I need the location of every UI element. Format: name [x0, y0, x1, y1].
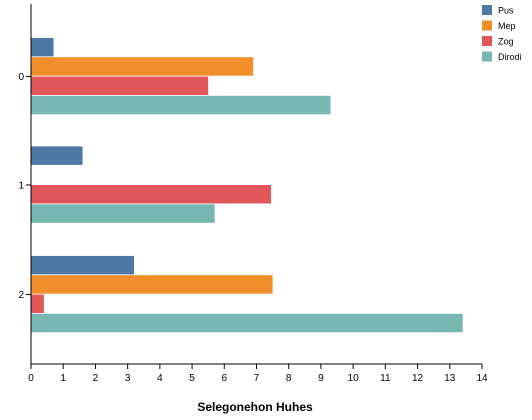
x-tick-label: 1 — [60, 373, 66, 384]
bar-dirodi-1 — [31, 204, 215, 223]
x-tick-label: 7 — [254, 373, 260, 384]
legend-label-zog: Zog — [498, 37, 514, 47]
bar-zog-0 — [31, 76, 209, 95]
legend-swatch-mep — [482, 20, 492, 31]
y-ticks: 0 1 2 — [18, 72, 31, 301]
y-tick-label: 2 — [18, 290, 24, 301]
x-tick-label: 0 — [28, 373, 34, 384]
legend-label-mep: Mep — [498, 21, 516, 31]
y-tick-label: 0 — [18, 72, 24, 83]
x-tick-label: 8 — [286, 373, 292, 384]
x-tick-label: 14 — [476, 373, 488, 384]
legend-label-dirodi: Dirodi — [498, 52, 522, 62]
x-tick-label: 13 — [444, 373, 456, 384]
bar-pus-0 — [31, 37, 54, 57]
x-tick-label: 9 — [318, 373, 324, 384]
legend-swatch-zog — [482, 36, 492, 46]
bar-dirodi-0 — [31, 95, 331, 115]
x-axis-label: Selegonehon Huhes — [197, 400, 313, 414]
legend: Pus Mep Zog Dirodi — [482, 5, 522, 62]
x-tick-label: 12 — [412, 373, 424, 384]
bar-zog-2 — [31, 294, 44, 313]
legend-label-pus: Pus — [498, 6, 514, 16]
bar-dirodi-2 — [31, 313, 463, 333]
x-ticks: 0 1 2 3 4 5 6 7 8 9 10 11 12 13 14 — [28, 364, 488, 384]
x-tick-label: 4 — [157, 373, 163, 384]
y-tick-label: 1 — [18, 181, 24, 192]
bar-zog-1 — [31, 185, 271, 204]
bars-layer — [31, 37, 463, 333]
x-tick-label: 6 — [222, 373, 228, 384]
bar-pus-2 — [31, 255, 135, 275]
bar-mep-0 — [31, 57, 254, 76]
x-tick-label: 5 — [189, 373, 195, 384]
x-tick-label: 11 — [380, 373, 391, 384]
x-tick-label: 10 — [348, 373, 360, 384]
x-tick-label: 2 — [93, 373, 99, 384]
legend-swatch-dirodi — [482, 51, 492, 62]
x-tick-label: 3 — [125, 373, 131, 384]
bar-pus-1 — [31, 146, 83, 165]
bar-mep-2 — [31, 275, 273, 294]
legend-swatch-pus — [482, 5, 492, 15]
